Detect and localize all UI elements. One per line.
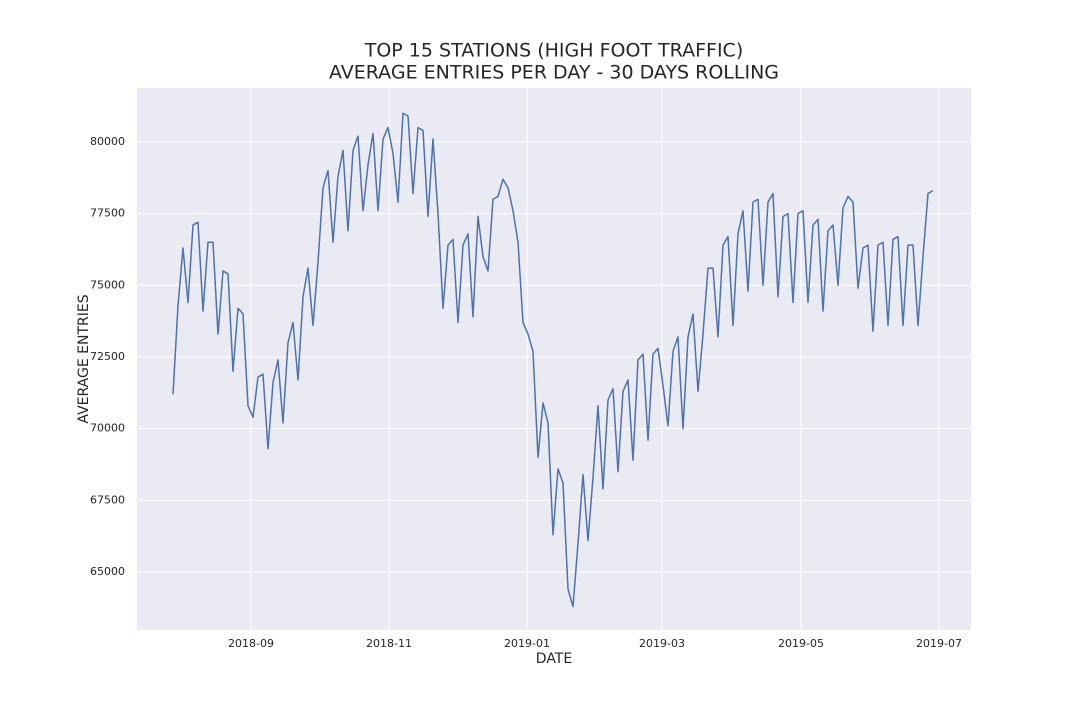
- y-axis-label: AVERAGE ENTRIES: [76, 294, 92, 423]
- chart-subtitle: AVERAGE ENTRIES PER DAY - 30 DAYS ROLLIN…: [329, 62, 779, 84]
- x-tick-label: 2019-05: [778, 637, 824, 650]
- y-tick-label: 80000: [90, 135, 125, 148]
- y-tick-label: 70000: [90, 422, 125, 435]
- y-tick-label: 67500: [90, 493, 125, 506]
- chart-title: TOP 15 STATIONS (HIGH FOOT TRAFFIC): [364, 40, 743, 62]
- x-tick-label: 2019-07: [916, 637, 962, 650]
- y-tick-label: 75000: [90, 278, 125, 291]
- y-tick-label: 65000: [90, 565, 125, 578]
- y-tick-label: 77500: [90, 207, 125, 220]
- x-tick-label: 2018-11: [366, 637, 412, 650]
- y-tick-label: 72500: [90, 350, 125, 363]
- data-line: [172, 112, 934, 608]
- x-tick-label: 2019-01: [504, 637, 550, 650]
- x-tick-label: 2019-03: [639, 637, 685, 650]
- plot-area: [137, 88, 971, 630]
- x-tick-label: 2018-09: [228, 637, 274, 650]
- x-axis-label: DATE: [536, 651, 572, 667]
